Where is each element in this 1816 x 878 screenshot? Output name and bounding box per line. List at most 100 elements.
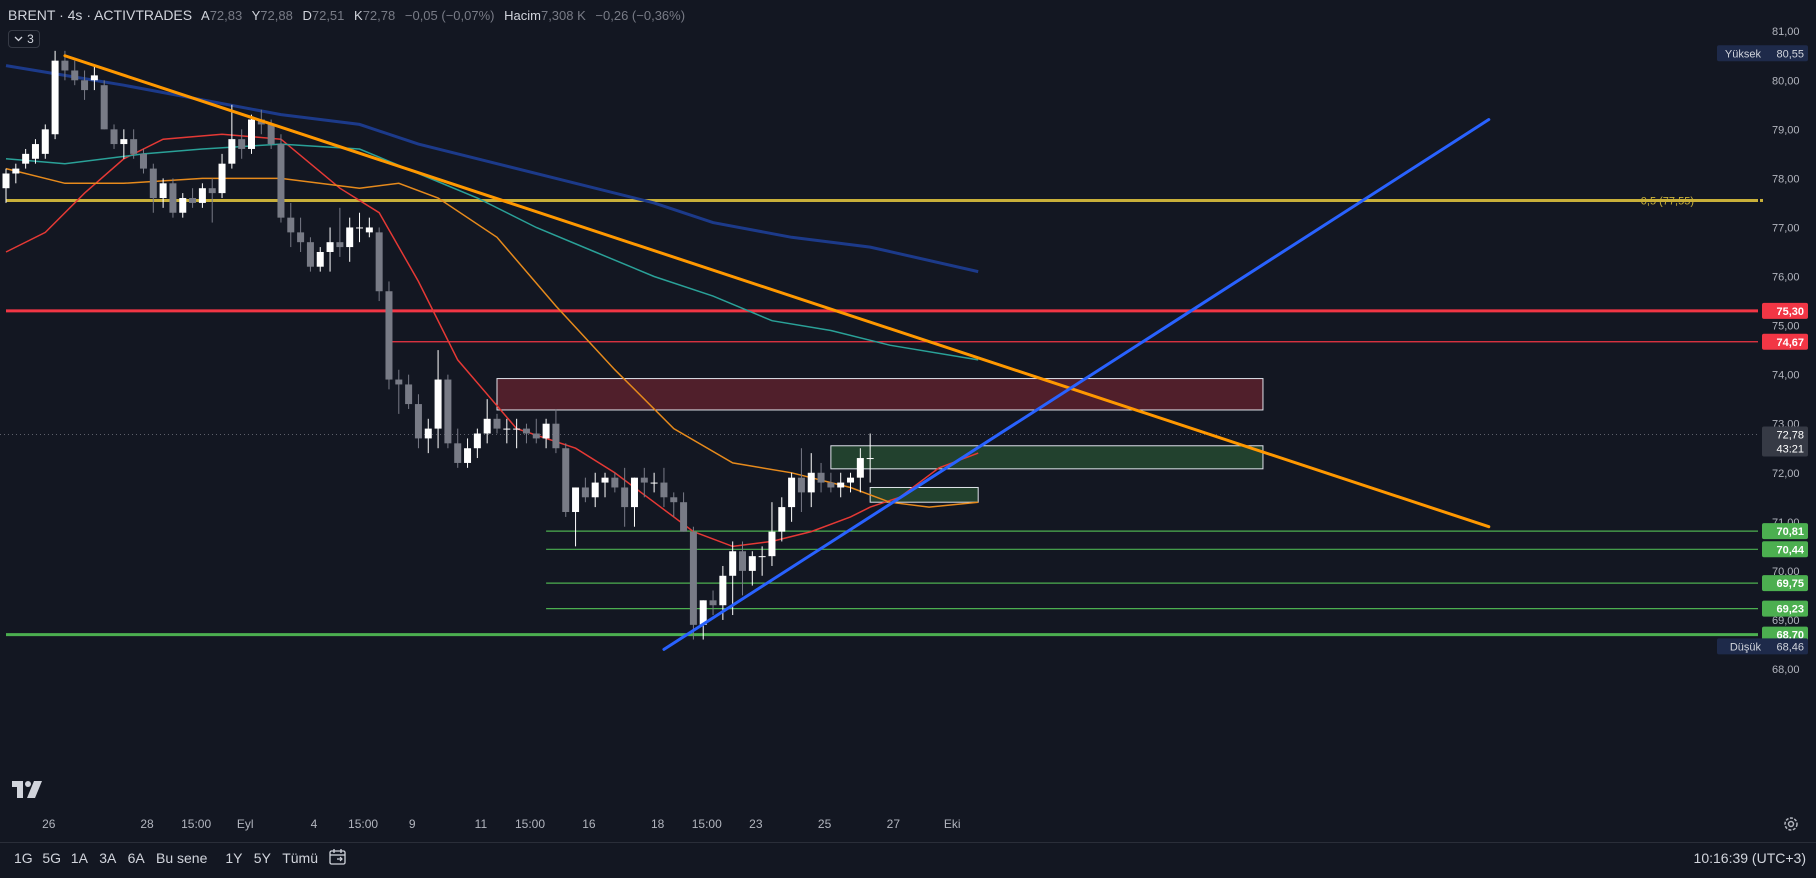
low-label: D (302, 8, 312, 23)
level-price-badge-label: 69,23 (1776, 604, 1804, 616)
candle-body (866, 458, 874, 460)
candle-body (572, 487, 580, 513)
candle (395, 369, 403, 414)
tradingview-logo-icon[interactable] (12, 781, 44, 804)
symbol-title[interactable]: BRENT · 4s · ACTIVTRADES (8, 7, 193, 23)
low-marker: Düşük 68,46 (1717, 638, 1808, 655)
candle-body (375, 232, 383, 292)
range-button-3a[interactable]: 3A (99, 850, 117, 866)
candle-body (591, 482, 599, 498)
candle (2, 168, 10, 203)
candle (562, 443, 570, 517)
y-tick-label: 77,00 (1772, 222, 1800, 234)
candle (22, 148, 30, 169)
candle (169, 178, 177, 218)
y-tick-label: 69,00 (1772, 615, 1800, 627)
candle (591, 472, 599, 508)
candle (454, 428, 462, 468)
candle-body (336, 242, 344, 248)
x-tick-label: 16 (582, 817, 596, 831)
candle-body (405, 384, 413, 405)
candle-body (12, 168, 20, 174)
range-button-1g[interactable]: 1G (14, 850, 33, 866)
candle (778, 497, 786, 542)
candle-body (788, 477, 796, 508)
candle (110, 124, 118, 149)
candle (71, 60, 79, 86)
candle (189, 188, 197, 208)
candle (51, 50, 59, 140)
candle (532, 418, 540, 444)
candle-body (522, 428, 530, 434)
range-button-tümü[interactable]: Tümü (282, 850, 318, 866)
candle-body (169, 183, 177, 213)
level-price-badge-label: 75,30 (1776, 306, 1804, 318)
settings-gear-icon[interactable] (1782, 815, 1800, 838)
candle-body (61, 60, 69, 71)
x-tick-label: 15:00 (515, 817, 545, 831)
trendline-0 (63, 54, 1491, 529)
candle (326, 227, 334, 272)
candle (522, 423, 530, 444)
candle-body (365, 227, 373, 233)
candle-body (827, 482, 835, 488)
range-button-bu-sene[interactable]: Bu sene (156, 850, 208, 866)
range-button-1a[interactable]: 1A (70, 850, 88, 866)
candle (552, 408, 560, 454)
price-chart[interactable]: 0,5 (77,55)68,0069,0070,0071,0072,0073,0… (0, 0, 1816, 842)
candle (473, 428, 481, 459)
candle (424, 418, 432, 454)
candle (385, 281, 393, 390)
indicator-count: 3 (27, 32, 34, 46)
candle (709, 590, 717, 616)
range-button-6a[interactable]: 6A (127, 850, 145, 866)
candle (493, 413, 501, 434)
close-value: 72,78 (362, 8, 396, 23)
candle (365, 217, 373, 238)
x-tick-label: 4 (311, 817, 318, 831)
candle-body (356, 227, 364, 229)
calendar-goto-icon[interactable] (328, 847, 348, 872)
range-button-1y[interactable]: 1Y (225, 850, 243, 866)
timezone-clock[interactable]: 10:16:39 (UTC+3) (1693, 850, 1806, 866)
candle (336, 207, 344, 257)
candle-body (198, 188, 206, 203)
candle (866, 433, 874, 483)
trendline-1 (662, 118, 1491, 651)
candle-body (856, 458, 864, 478)
bar-countdown: 43:21 (1776, 443, 1804, 455)
candle (198, 183, 206, 208)
candle (356, 212, 364, 243)
high-label: Y (251, 8, 261, 23)
candle-body (689, 531, 697, 625)
candle-body (208, 188, 216, 194)
candle-body (464, 448, 472, 463)
level-price-badge: 70,44 (1762, 541, 1808, 558)
level-price-badge-bg (1762, 523, 1808, 540)
open-value: 72,83 (209, 8, 243, 23)
x-tick-label: 18 (651, 817, 665, 831)
candle-body (640, 477, 648, 483)
candle (758, 546, 766, 576)
candle-body (817, 472, 825, 483)
candle-body (847, 477, 855, 483)
range-button-5g[interactable]: 5G (42, 850, 62, 866)
candle (680, 492, 688, 532)
y-tick-label: 75,00 (1772, 321, 1800, 333)
range-button-5y[interactable]: 5Y (253, 850, 271, 866)
marker-bg (1717, 45, 1808, 62)
candle (670, 492, 678, 517)
candle (90, 65, 98, 91)
level-price-badge-bg (1762, 541, 1808, 558)
current-price-value: 72,78 (1776, 429, 1804, 441)
fib-level-label: 0,5 (77,55) (1641, 195, 1694, 207)
candle (179, 193, 187, 218)
candle-body (483, 418, 491, 434)
candle-body (346, 227, 354, 248)
indicators-toggle-button[interactable]: 3 (8, 30, 40, 48)
candle (100, 80, 108, 130)
level-price-badge: 70,81 (1762, 523, 1808, 540)
candle (856, 448, 864, 493)
candle-body (2, 173, 10, 189)
candle (41, 124, 49, 159)
